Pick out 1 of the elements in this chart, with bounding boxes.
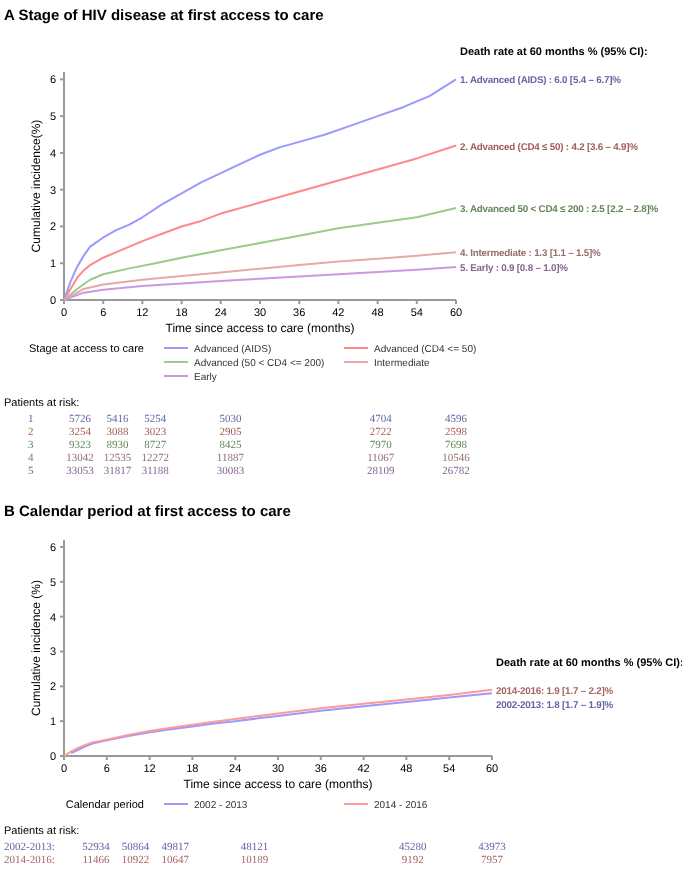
line-series — [63, 78, 457, 301]
